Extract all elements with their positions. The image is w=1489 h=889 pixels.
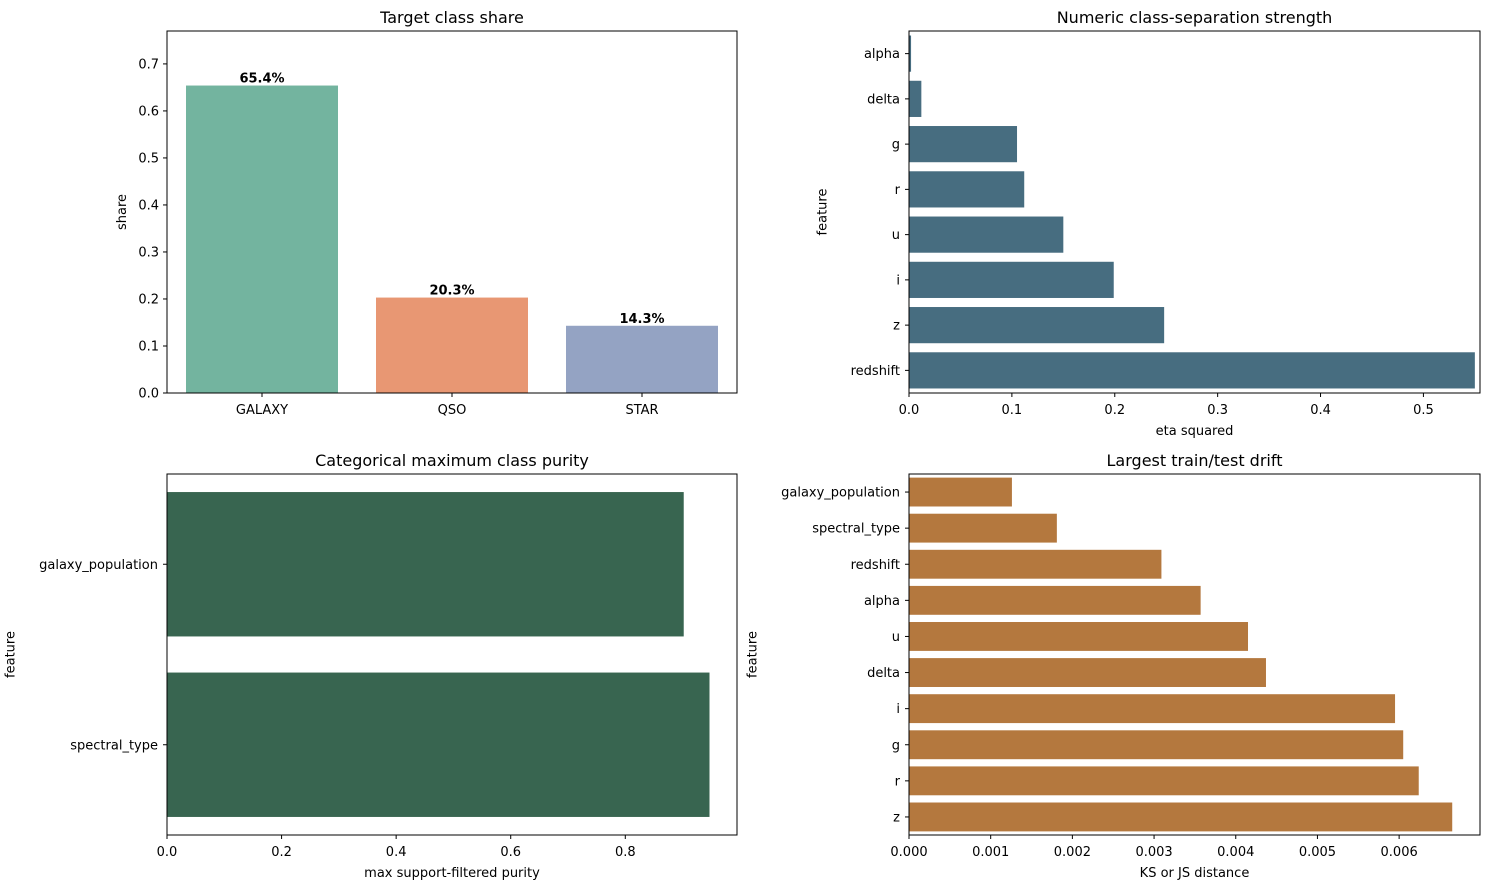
y-tick-label: redshift bbox=[851, 558, 900, 573]
y-tick-label: z bbox=[893, 810, 900, 825]
y-tick-label: delta bbox=[867, 666, 900, 681]
bar-spectral-type bbox=[909, 513, 1057, 543]
bar-i bbox=[909, 261, 1114, 298]
x-tick-label: 0.003 bbox=[1135, 845, 1172, 860]
bar-i bbox=[909, 694, 1396, 724]
bar-galaxy bbox=[186, 85, 338, 393]
bar-alpha bbox=[909, 35, 912, 72]
y-tick-label: spectral_type bbox=[812, 522, 900, 537]
x-tick-label: 0.3 bbox=[1207, 403, 1228, 418]
x-tick-label: 0.004 bbox=[1217, 845, 1254, 860]
data-label: 65.4% bbox=[239, 72, 284, 87]
x-tick-label: 0.5 bbox=[1413, 403, 1434, 418]
x-tick-label: STAR bbox=[625, 403, 658, 418]
y-tick-label: 0.0 bbox=[138, 387, 159, 402]
bar-alpha bbox=[909, 585, 1201, 615]
y-tick-label: 0.7 bbox=[138, 57, 159, 72]
y-tick-label: u bbox=[892, 630, 900, 645]
x-tick-label: 0.6 bbox=[500, 845, 521, 860]
bar-delta bbox=[909, 80, 922, 117]
chart-title: Target class share bbox=[379, 8, 524, 27]
x-axis-label: max support-filtered purity bbox=[364, 866, 540, 881]
bar-galaxy-population bbox=[909, 477, 1012, 507]
y-tick-label: galaxy_population bbox=[39, 558, 158, 573]
y-tick-label: g bbox=[892, 138, 900, 153]
y-tick-label: alpha bbox=[864, 47, 900, 62]
y-tick-label: u bbox=[892, 228, 900, 243]
bar-z bbox=[909, 802, 1453, 832]
y-tick-label: 0.2 bbox=[138, 292, 159, 307]
bar-qso bbox=[376, 297, 528, 393]
bar-u bbox=[909, 622, 1249, 651]
y-tick-label: alpha bbox=[864, 594, 900, 609]
y-axis-label: feature bbox=[745, 631, 760, 678]
bar-redshift bbox=[909, 549, 1162, 579]
x-tick-label: 0.000 bbox=[890, 845, 927, 860]
y-tick-label: galaxy_population bbox=[781, 486, 900, 501]
x-tick-label: 0.1 bbox=[1002, 403, 1023, 418]
data-label: 20.3% bbox=[429, 284, 474, 299]
y-tick-label: spectral_type bbox=[70, 738, 158, 753]
x-tick-label: 0.001 bbox=[972, 845, 1009, 860]
y-tick-label: delta bbox=[867, 92, 900, 107]
x-tick-label: 0.4 bbox=[1310, 403, 1331, 418]
bar-redshift bbox=[909, 352, 1475, 389]
x-tick-label: 0.4 bbox=[386, 845, 407, 860]
bar-r bbox=[909, 766, 1419, 796]
x-tick-label: 0.005 bbox=[1299, 845, 1336, 860]
y-tick-label: r bbox=[895, 774, 901, 789]
plot-frame bbox=[166, 473, 738, 836]
x-tick-label: GALAXY bbox=[236, 403, 288, 418]
bar-galaxy-population bbox=[167, 492, 684, 637]
y-tick-label: i bbox=[896, 702, 900, 717]
bar-r bbox=[909, 171, 1025, 208]
chart-title: Largest train/test drift bbox=[1107, 451, 1283, 470]
x-tick-label: QSO bbox=[438, 403, 467, 418]
plot-frame bbox=[908, 30, 1481, 394]
bar-star bbox=[566, 325, 718, 393]
y-tick-label: 0.6 bbox=[138, 104, 159, 119]
plot-frame bbox=[166, 30, 738, 394]
x-axis-label: eta squared bbox=[1156, 424, 1234, 439]
chart-title: Numeric class-separation strength bbox=[1057, 8, 1333, 27]
x-tick-label: 0.2 bbox=[271, 845, 292, 860]
y-tick-label: 0.1 bbox=[138, 339, 159, 354]
y-tick-label: z bbox=[893, 319, 900, 334]
data-label: 14.3% bbox=[619, 312, 664, 327]
x-tick-label: 0.2 bbox=[1104, 403, 1125, 418]
bar-g bbox=[909, 730, 1404, 760]
x-tick-label: 0.002 bbox=[1054, 845, 1091, 860]
bar-u bbox=[909, 216, 1064, 253]
x-axis-label: KS or JS distance bbox=[1140, 866, 1250, 881]
y-tick-label: redshift bbox=[851, 364, 900, 379]
x-tick-label: 0.0 bbox=[899, 403, 920, 418]
plot-frame bbox=[908, 473, 1481, 836]
y-tick-label: 0.4 bbox=[138, 198, 159, 213]
x-tick-label: 0.006 bbox=[1381, 845, 1418, 860]
y-tick-label: i bbox=[896, 273, 900, 288]
y-axis-label: feature bbox=[816, 189, 831, 236]
y-axis-label: share bbox=[115, 194, 130, 230]
y-tick-label: 0.3 bbox=[138, 245, 159, 260]
x-tick-label: 0.8 bbox=[615, 845, 636, 860]
bar-z bbox=[909, 307, 1165, 344]
y-tick-label: g bbox=[892, 738, 900, 753]
y-tick-label: 0.5 bbox=[138, 151, 159, 166]
chart-title: Categorical maximum class purity bbox=[315, 451, 589, 470]
bar-g bbox=[909, 126, 1018, 163]
x-tick-label: 0.0 bbox=[157, 845, 178, 860]
bar-delta bbox=[909, 658, 1266, 687]
y-tick-label: r bbox=[895, 183, 901, 198]
bar-spectral-type bbox=[167, 672, 710, 817]
y-axis-label: feature bbox=[3, 631, 18, 678]
